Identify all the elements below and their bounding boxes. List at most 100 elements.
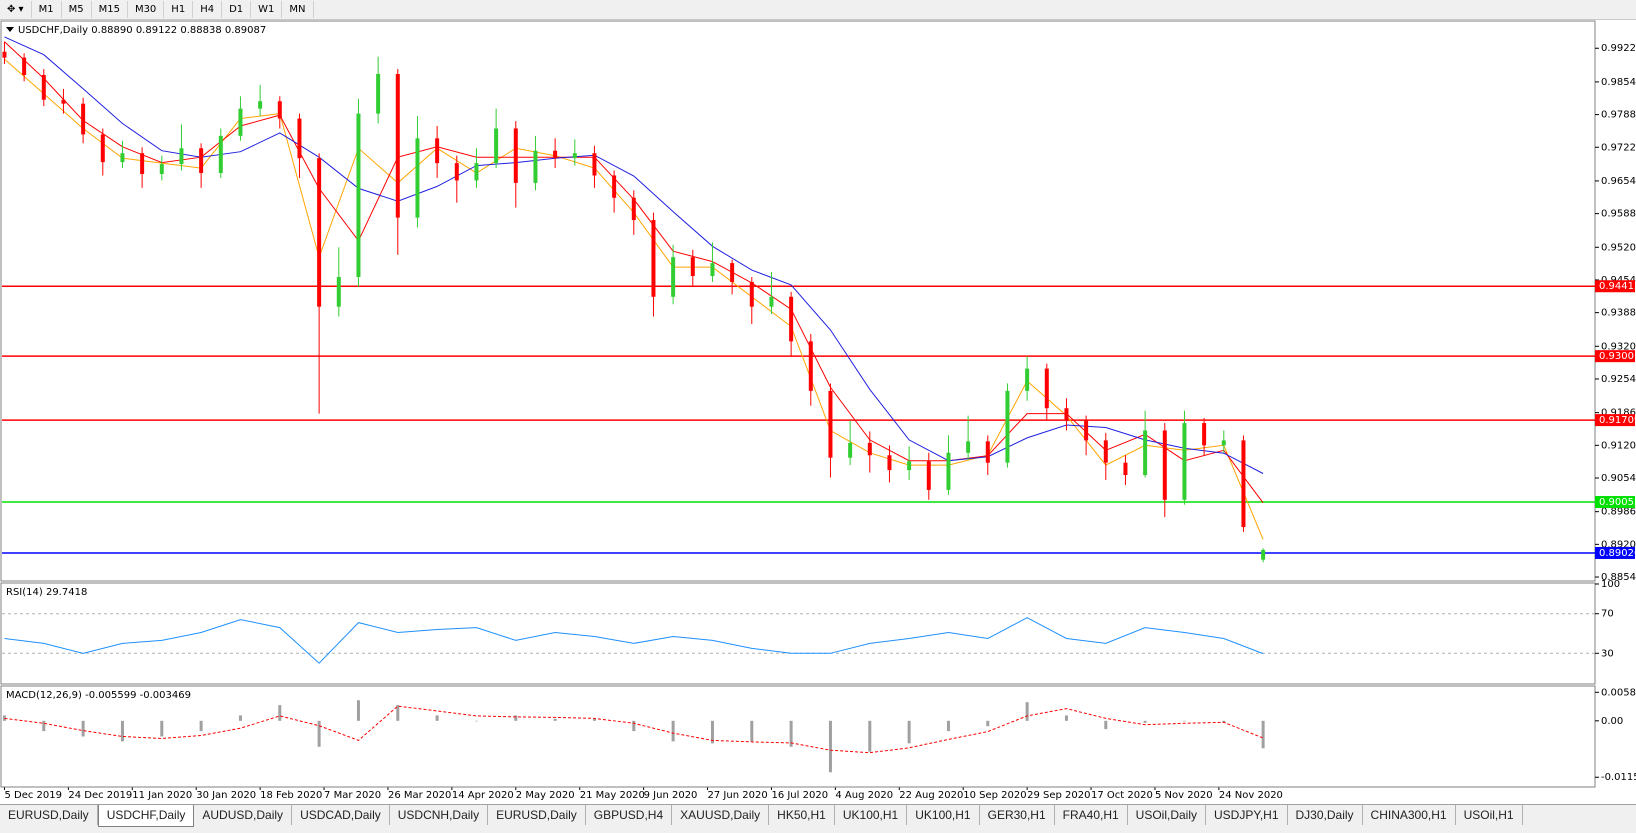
chart-tab[interactable]: GER30,H1 bbox=[980, 805, 1055, 825]
macd-bar bbox=[828, 720, 832, 773]
x-tick-label: 5 Dec 2019 bbox=[4, 790, 62, 801]
candle-body bbox=[258, 101, 263, 109]
chart-tab[interactable]: UK100,H1 bbox=[835, 805, 908, 825]
candle-body bbox=[317, 158, 322, 307]
candle-body bbox=[808, 341, 813, 391]
level-label: 0.90055 bbox=[1599, 497, 1636, 508]
candle-body bbox=[1261, 549, 1266, 560]
candle-body bbox=[828, 390, 833, 458]
timeframe-button[interactable]: MN bbox=[282, 1, 314, 18]
chart-tab[interactable]: USOil,Daily bbox=[1128, 805, 1207, 825]
chart-tab[interactable]: HK50,H1 bbox=[769, 805, 835, 825]
x-tick-label: 21 May 2020 bbox=[580, 790, 645, 801]
timeframe-button[interactable]: H4 bbox=[193, 1, 223, 18]
candle-body bbox=[789, 296, 794, 342]
candle-body bbox=[1103, 440, 1108, 463]
panel-title: MACD(12,26,9) -0.005599 -0.003469 bbox=[6, 690, 191, 701]
moving-average bbox=[4, 36, 1264, 474]
x-tick-label: 17 Oct 2020 bbox=[1091, 790, 1153, 801]
x-tick-label: 4 Aug 2020 bbox=[835, 790, 893, 801]
macd-bar bbox=[946, 720, 950, 732]
chart-tab[interactable]: USDCAD,Daily bbox=[292, 805, 390, 825]
panel-frame bbox=[0, 582, 1596, 685]
chart-tab[interactable]: EURUSD,Daily bbox=[0, 805, 98, 825]
candle-body bbox=[926, 461, 931, 490]
timeframe-button[interactable]: W1 bbox=[251, 1, 283, 18]
candle-body bbox=[297, 118, 302, 159]
y-tick-label: 30 bbox=[1601, 648, 1614, 659]
candle-body bbox=[179, 148, 184, 165]
chart-tab[interactable]: EURUSD,Daily bbox=[488, 805, 586, 825]
chart-tab[interactable]: USDCNH,Daily bbox=[390, 805, 489, 825]
candle-body bbox=[572, 153, 577, 159]
macd-bar bbox=[1064, 715, 1068, 721]
tool-icon[interactable]: ✥ ▾ bbox=[0, 1, 32, 18]
macd-bar bbox=[986, 720, 990, 727]
y-tick-label: 70 bbox=[1601, 609, 1614, 620]
candle-body bbox=[1221, 440, 1226, 446]
candle-body bbox=[848, 442, 853, 458]
y-tick-label: -0.011514 bbox=[1601, 772, 1636, 783]
chart-tab[interactable]: FRA40,H1 bbox=[1055, 805, 1128, 825]
chart-tab[interactable]: DJ30,Daily bbox=[1288, 805, 1363, 825]
candle-body bbox=[356, 113, 361, 277]
chart-tab[interactable]: USDJPY,H1 bbox=[1206, 805, 1288, 825]
x-tick-label: 9 Jun 2020 bbox=[644, 790, 698, 801]
macd-bar bbox=[1143, 720, 1147, 723]
chart-tab[interactable]: AUDUSD,Daily bbox=[194, 805, 293, 825]
chart-tab[interactable]: CHINA300,H1 bbox=[1363, 805, 1456, 825]
candle-body bbox=[415, 138, 420, 218]
chart-tab[interactable]: USOil,H1 bbox=[1456, 805, 1523, 825]
timeframe-button[interactable]: M30 bbox=[128, 1, 165, 18]
chart-tab[interactable]: UK100,H1 bbox=[907, 805, 980, 825]
x-tick-label: 10 Sep 2020 bbox=[963, 790, 1026, 801]
candle-body bbox=[887, 455, 892, 471]
timeframe-button[interactable]: M5 bbox=[62, 1, 92, 18]
macd-bar bbox=[435, 715, 439, 721]
macd-bar bbox=[1261, 720, 1265, 749]
candle-body bbox=[218, 135, 223, 174]
y-tick-label: 100 bbox=[1601, 579, 1620, 590]
timeframe-button[interactable]: M15 bbox=[92, 1, 128, 18]
toolbar: ✥ ▾ M1 M5 M15 M30 H1 H4 D1 W1 MN bbox=[0, 0, 1636, 20]
chart-tab[interactable]: GBPUSD,H4 bbox=[586, 805, 673, 825]
candle-body bbox=[612, 175, 617, 198]
chart-tab[interactable]: XAUUSD,Daily bbox=[672, 805, 770, 825]
x-tick-label: 24 Dec 2019 bbox=[68, 790, 132, 801]
timeframe-button[interactable]: H1 bbox=[164, 1, 194, 18]
candle-body bbox=[730, 263, 735, 282]
candle-body bbox=[140, 153, 145, 175]
candle-body bbox=[494, 128, 499, 164]
candle-body bbox=[946, 452, 951, 490]
timeframe-button[interactable]: M1 bbox=[32, 1, 62, 18]
macd-bar bbox=[1025, 702, 1029, 721]
candle-body bbox=[710, 263, 715, 276]
panel-frame bbox=[0, 685, 1596, 788]
chart-tabs: EURUSD,Daily USDCHF,Daily AUDUSD,Daily USDC… bbox=[0, 804, 1636, 833]
candle-body bbox=[671, 257, 676, 297]
candle-body bbox=[395, 73, 400, 218]
chart-tab[interactable]: USDCHF,Daily bbox=[97, 805, 195, 827]
candle-body bbox=[1044, 368, 1049, 409]
panel-frame bbox=[0, 20, 1596, 582]
timeframe-button[interactable]: D1 bbox=[222, 1, 252, 18]
macd-bar bbox=[553, 718, 557, 721]
x-tick-label: 18 Feb 2020 bbox=[260, 790, 322, 801]
macd-bar bbox=[396, 705, 400, 721]
macd-bar bbox=[356, 700, 360, 721]
level-label-box bbox=[1595, 546, 1635, 559]
candle-body bbox=[435, 138, 440, 164]
menu-triangle bbox=[6, 27, 14, 32]
candle-body bbox=[985, 441, 990, 463]
candle-body bbox=[513, 128, 518, 183]
candle-body bbox=[336, 276, 341, 307]
candle-body bbox=[120, 153, 125, 163]
